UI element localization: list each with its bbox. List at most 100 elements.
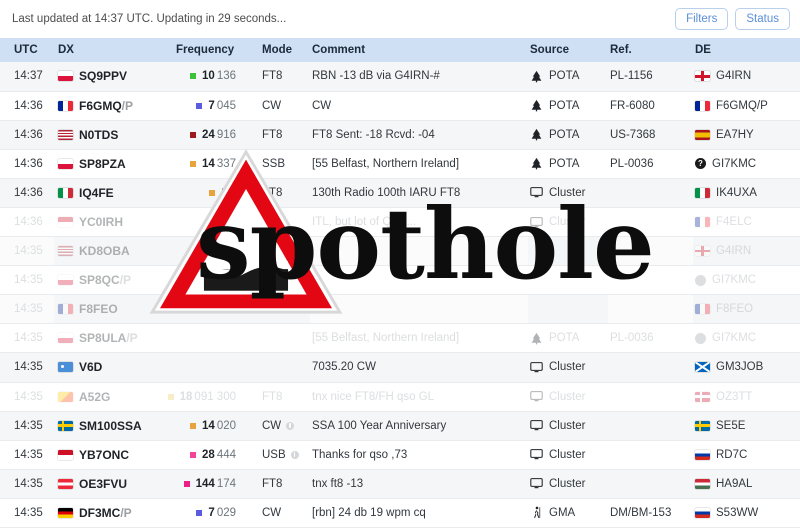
cell-dx[interactable]: IQ4FE <box>54 178 172 208</box>
cell-ref[interactable]: PL-0036 <box>608 149 693 179</box>
table-row[interactable]: 14:35 A52G 18 091 300 FT8 tnx nice FT8/FH qso… <box>0 382 800 412</box>
table-row[interactable]: 14:36 YC0IRH ITL, but lot of QSB... Cluster… <box>0 207 800 238</box>
cell-ref[interactable] <box>608 236 693 267</box>
cell-dx[interactable]: OE3FVU <box>54 469 172 499</box>
cell-dx[interactable]: YC0IRH <box>54 207 172 238</box>
de-callsign[interactable]: SE5E <box>716 419 746 432</box>
cell-de[interactable]: ? GI7KMC <box>693 323 800 354</box>
table-row[interactable]: 14:35 SM100SSA 14 020 CW SSA 100 Year Anniver… <box>0 411 800 441</box>
dx-callsign[interactable]: SP8ULA/P <box>79 331 138 346</box>
dx-callsign[interactable]: OE3FVU <box>79 476 128 491</box>
dx-callsign[interactable]: YB7ONC <box>79 447 130 462</box>
cell-ref[interactable] <box>608 411 693 441</box>
cell-ref[interactable]: US-7368 <box>608 120 693 150</box>
cell-dx[interactable]: SP8PZA <box>54 149 172 179</box>
de-callsign[interactable]: HA9AL <box>716 477 753 490</box>
cell-ref[interactable] <box>608 207 693 238</box>
de-callsign[interactable]: G4IRN <box>716 245 752 258</box>
dx-callsign[interactable]: YC0IRH <box>79 215 124 230</box>
cell-de[interactable]: F6GMQ/P <box>693 91 800 121</box>
cell-frequency[interactable] <box>172 265 260 296</box>
cell-dx[interactable]: KD8OBA <box>54 236 172 267</box>
cell-frequency[interactable] <box>172 236 260 267</box>
dx-callsign[interactable]: A52G <box>79 389 111 404</box>
table-row[interactable]: 14:35 YB7ONC 28 444 USB Thanks for qso ,73 Clu… <box>0 440 800 470</box>
cell-dx[interactable]: A52G <box>54 382 172 412</box>
cell-frequency[interactable]: 14 <box>172 178 260 208</box>
de-callsign[interactable]: GI7KMC <box>712 274 757 287</box>
cell-ref[interactable] <box>608 265 693 296</box>
table-row[interactable]: 14:35 F8FEO F8FEO <box>0 294 800 325</box>
de-callsign[interactable]: OZ3TT <box>716 390 753 403</box>
dx-callsign[interactable]: KD8OBA <box>79 244 130 259</box>
table-row[interactable]: 14:36 F6GMQ/P 7 045 CW CW POTA FR-6080 F6GMQ/P <box>0 91 800 121</box>
cell-dx[interactable]: SP8ULA/P <box>54 323 172 354</box>
de-callsign[interactable]: F4ELC <box>716 216 752 229</box>
de-callsign[interactable]: GI7KMC <box>712 332 757 345</box>
dx-callsign[interactable]: SP8PZA <box>79 156 126 171</box>
table-row[interactable]: 14:35 DF3MC/P 7 029 CW [rbn] 24 db 19 wpm cq G… <box>0 498 800 528</box>
cell-de[interactable]: G4IRN <box>693 62 800 92</box>
table-row[interactable]: 14:35 KD8OBA G4IRN <box>0 236 800 267</box>
table-row[interactable]: 14:37 SQ9PPV 10 136 FT8 RBN -13 dB via G4IRN-… <box>0 62 800 92</box>
dx-callsign[interactable]: SP8QC/P <box>79 273 132 288</box>
dx-callsign[interactable]: F8FEO <box>79 302 118 317</box>
cell-ref[interactable]: DM/BM-153 <box>608 498 693 528</box>
dx-callsign[interactable]: SM100SSA <box>79 418 142 433</box>
status-button[interactable]: Status <box>735 7 790 31</box>
cell-ref[interactable] <box>608 469 693 499</box>
info-icon[interactable] <box>286 421 295 430</box>
cell-dx[interactable]: YB7ONC <box>54 440 172 470</box>
de-callsign[interactable]: GI7KMC <box>712 157 757 170</box>
cell-dx[interactable]: N0TDS <box>54 120 172 150</box>
dx-callsign[interactable]: F6GMQ/P <box>79 98 134 113</box>
de-callsign[interactable]: RD7C <box>716 448 748 461</box>
column-header-source[interactable]: Source <box>528 38 608 62</box>
de-callsign[interactable]: G4IRN <box>716 70 752 83</box>
cell-frequency[interactable]: 14 337 <box>172 149 260 179</box>
cell-de[interactable]: G4IRN <box>693 236 800 267</box>
table-row[interactable]: 14:35 SP8ULA/P [55 Belfast, Northern Irela… <box>0 323 800 354</box>
de-callsign[interactable]: F6GMQ/P <box>716 99 768 112</box>
dx-callsign[interactable]: SQ9PPV <box>79 69 128 84</box>
cell-de[interactable]: GM3JOB <box>693 352 800 383</box>
column-header-utc[interactable]: UTC <box>0 38 54 62</box>
cell-ref[interactable] <box>608 382 693 412</box>
dx-callsign[interactable]: N0TDS <box>79 127 119 142</box>
cell-de[interactable]: SE5E <box>693 411 800 441</box>
cell-frequency[interactable]: 10 136 <box>172 62 260 92</box>
cell-ref[interactable]: FR-6080 <box>608 91 693 121</box>
cell-ref[interactable]: PL-1156 <box>608 62 693 92</box>
cell-frequency[interactable] <box>172 207 260 238</box>
cell-de[interactable]: S53WW <box>693 498 800 528</box>
cell-de[interactable]: F8FEO <box>693 294 800 325</box>
cell-de[interactable]: F4ELC <box>693 207 800 238</box>
info-icon[interactable] <box>290 450 299 459</box>
cell-de[interactable]: EA7HY <box>693 120 800 150</box>
filters-button[interactable]: Filters <box>675 7 729 31</box>
column-header-dx[interactable]: DX <box>54 38 172 62</box>
dx-callsign[interactable]: V6D <box>79 360 103 375</box>
dx-callsign[interactable]: DF3MC/P <box>79 505 132 520</box>
table-row[interactable]: 14:35 SP8QC/P? GI7KMC <box>0 265 800 296</box>
cell-de[interactable]: OZ3TT <box>693 382 800 412</box>
cell-de[interactable]: ? GI7KMC <box>693 265 800 296</box>
cell-ref[interactable] <box>608 178 693 208</box>
cell-frequency[interactable]: 18 091 300 <box>167 382 260 412</box>
cell-frequency[interactable]: 28 444 <box>172 440 260 470</box>
cell-de[interactable]: IK4UXA <box>693 178 800 208</box>
cell-frequency[interactable] <box>172 352 260 383</box>
cell-dx[interactable]: SP8QC/P <box>54 265 172 296</box>
column-header-frequency[interactable]: Frequency <box>172 38 260 62</box>
table-row[interactable]: 14:35 V6D 7035.20 CW Cluster GM3JOB <box>0 352 800 383</box>
cell-ref[interactable] <box>608 352 693 383</box>
cell-frequency[interactable] <box>172 323 260 354</box>
cell-dx[interactable]: DF3MC/P <box>54 498 172 528</box>
cell-de[interactable]: RD7C <box>693 440 800 470</box>
cell-ref[interactable] <box>608 294 693 325</box>
de-callsign[interactable]: EA7HY <box>716 128 754 141</box>
de-callsign[interactable]: IK4UXA <box>716 186 757 199</box>
de-callsign[interactable]: F8FEO <box>716 303 754 316</box>
table-row[interactable]: 14:36 SP8PZA 14 337 SSB [55 Belfast, Northern… <box>0 149 800 179</box>
column-header-comment[interactable]: Comment <box>310 38 528 62</box>
